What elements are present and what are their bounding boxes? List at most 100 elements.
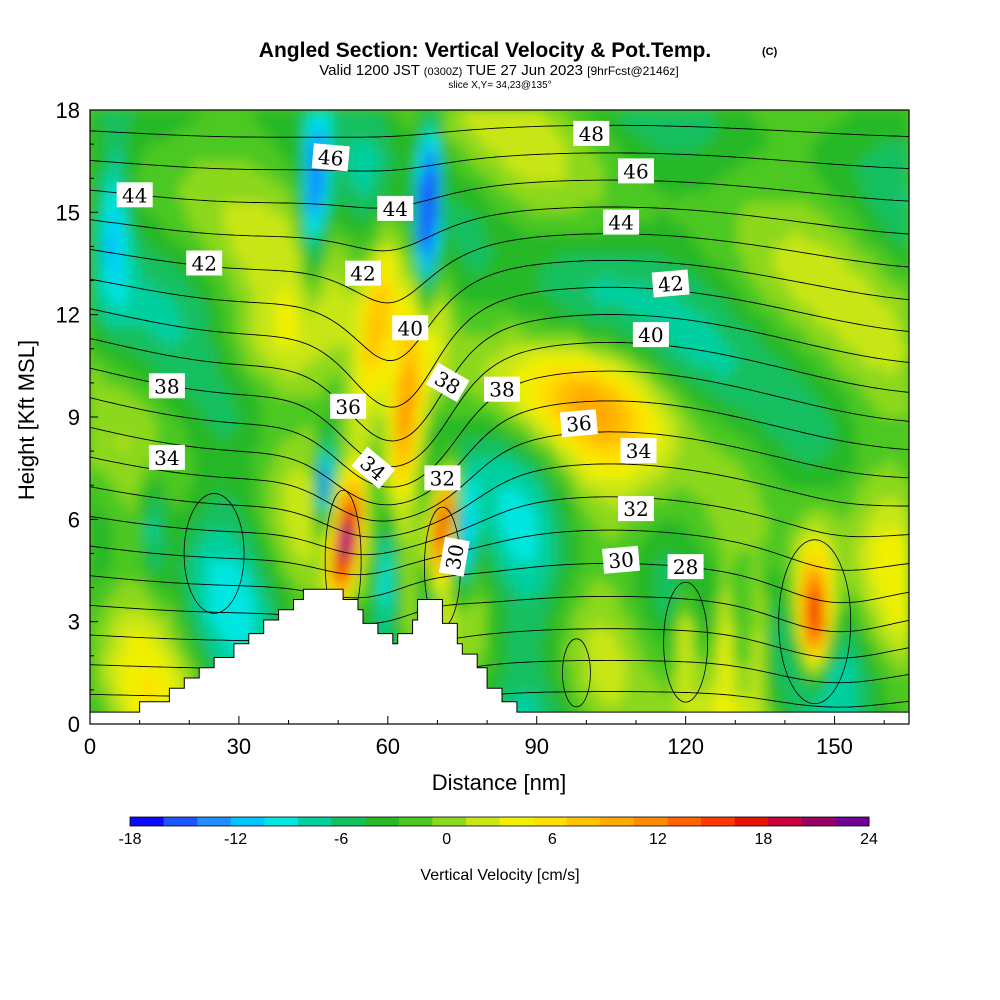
field-cell [260, 375, 270, 387]
field-cell [379, 518, 389, 531]
field-cell [662, 252, 672, 264]
field-cell [283, 365, 292, 377]
field-cell [335, 201, 344, 213]
field-cell [454, 222, 463, 234]
field-cell [610, 181, 620, 193]
field-cell [156, 211, 165, 224]
field-cell [96, 273, 106, 285]
field-cell [618, 150, 627, 162]
field-cell [461, 477, 471, 490]
field-cell [677, 682, 687, 694]
field-cell [662, 692, 672, 705]
field-cell [208, 222, 218, 234]
field-cell [268, 416, 277, 428]
field-cell [454, 498, 463, 510]
field-cell [580, 590, 590, 602]
field-cell [513, 416, 523, 428]
field-cell [409, 211, 419, 224]
field-cell [379, 559, 389, 571]
field-cell [178, 590, 188, 602]
field-cell [499, 110, 508, 121]
field-cell [208, 170, 218, 183]
field-cell [216, 129, 225, 142]
field-cell [201, 488, 210, 500]
field-cell [320, 477, 329, 490]
field-cell [558, 641, 568, 653]
field-cell [573, 263, 582, 275]
field-cell [595, 252, 605, 264]
field-cell [566, 314, 575, 326]
field-cell [238, 590, 247, 602]
field-cell [647, 631, 657, 643]
field-cell [163, 416, 173, 428]
field-cell [104, 641, 113, 653]
field-cell [364, 283, 374, 295]
field-cell [104, 436, 113, 449]
field-cell [424, 406, 433, 418]
field-cell [394, 170, 404, 183]
field-cell [186, 467, 195, 479]
field-cell [662, 631, 672, 643]
field-cell [670, 232, 679, 244]
field-cell [230, 150, 240, 162]
field-cell [536, 324, 545, 336]
field-cell [499, 201, 508, 213]
field-cell [551, 467, 560, 479]
field-cell [528, 600, 538, 612]
field-cell [149, 426, 158, 438]
field-cell [469, 539, 478, 551]
field-cell [461, 600, 471, 612]
field-cell [431, 303, 441, 316]
field-cell [595, 467, 605, 479]
field-cell [96, 129, 106, 142]
field-cell [506, 590, 515, 602]
field-cell [692, 355, 702, 367]
field-cell [312, 334, 322, 346]
field-cell [417, 416, 426, 428]
field-cell [238, 140, 247, 152]
field-cell [193, 426, 203, 438]
field-cell [446, 242, 456, 254]
field-cell [521, 539, 530, 551]
field-cell [640, 273, 649, 285]
field-cell [312, 570, 322, 582]
field-cell [327, 314, 337, 326]
field-cell [216, 324, 225, 336]
field-cell [610, 160, 620, 172]
field-cell [245, 416, 255, 428]
field-cell [342, 457, 352, 469]
field-cell [417, 170, 426, 183]
field-cell [670, 170, 679, 183]
field-cell [685, 436, 694, 449]
field-cell [193, 580, 203, 592]
field-cell [603, 529, 612, 541]
subtitle-forecast: [9hrFcst@2146z] [587, 64, 679, 78]
field-cell [283, 334, 292, 346]
field-cell [662, 600, 672, 612]
field-cell [193, 539, 203, 551]
field-cell [305, 201, 314, 213]
field-cell [521, 365, 530, 377]
field-cell [372, 110, 381, 121]
field-cell [394, 426, 404, 438]
field-cell [290, 416, 299, 428]
field-cell [595, 303, 605, 316]
field-cell [335, 110, 344, 121]
field-cell [223, 283, 232, 295]
field-cell [476, 426, 486, 438]
field-cell [230, 416, 240, 428]
field-cell [372, 529, 381, 541]
subtitle-valid: Valid 1200 JST [319, 62, 419, 79]
field-cell [580, 181, 590, 193]
field-cell [268, 426, 277, 438]
field-cell [119, 232, 128, 244]
field-cell [119, 529, 128, 541]
field-cell [566, 631, 575, 643]
field-cell [119, 477, 128, 490]
field-cell [677, 355, 687, 367]
field-cell [655, 314, 664, 326]
field-cell [543, 242, 553, 254]
field-cell [454, 170, 463, 183]
field-cell [119, 508, 128, 520]
field-cell [528, 436, 538, 449]
